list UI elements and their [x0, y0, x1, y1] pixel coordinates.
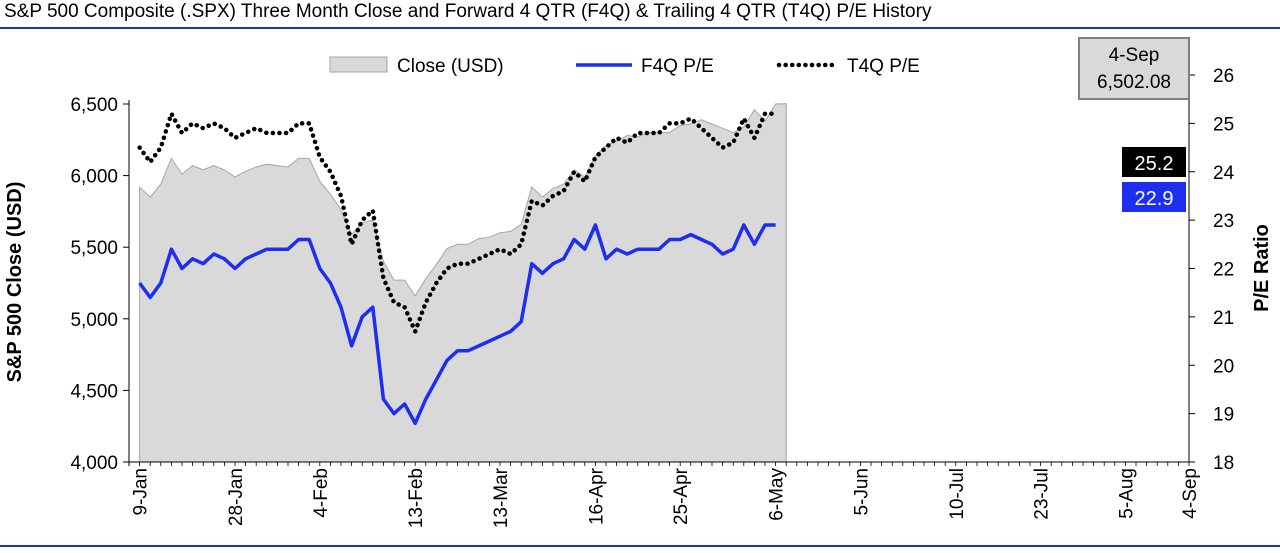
close-callout: 4-Sep 6,502.08 [1078, 37, 1190, 100]
f4q-badge: 22.9 [1122, 182, 1186, 212]
y-right-tick-label: 26 [1213, 66, 1234, 87]
y-left-tick-label: 4,000 [70, 453, 118, 474]
y-right-tick-label: 22 [1213, 260, 1234, 281]
f4q-line [138, 223, 776, 426]
x-tick-label: 4-Feb [311, 468, 332, 518]
y-left-tick-label: 5,500 [70, 238, 118, 259]
y-right-tick-label: 21 [1213, 308, 1234, 329]
y-right-tick-label: 23 [1213, 211, 1234, 232]
x-tick-label: 13-Mar [491, 467, 512, 528]
close-area [139, 103, 787, 463]
bottom-rule [0, 545, 1280, 547]
legend-close-swatch [329, 56, 388, 73]
x-tick-label: 28-Jan [226, 468, 247, 526]
y-right-tick-label: 24 [1213, 163, 1235, 184]
x-tick-label: 9-Jan [131, 468, 152, 516]
x-tick-label: 16-Apr [586, 467, 607, 525]
t4q-badge-value: 25.2 [1135, 153, 1174, 175]
x-tick-label: 4-Sep [1180, 468, 1201, 519]
y-right-tick-label: 19 [1213, 405, 1234, 426]
x-tick-label: 10-Jul [947, 468, 968, 520]
close-area-layer [139, 103, 787, 463]
y-axis-left-title: S&P 500 Close (USD) [4, 182, 26, 383]
y-left-tick-label: 4,500 [70, 381, 118, 402]
x-tick-label: 5-Aug [1116, 468, 1137, 519]
y-left-tick-label: 6,000 [70, 167, 118, 188]
x-tick-label: 25-Apr [671, 467, 692, 525]
y-right-tick-label: 25 [1213, 114, 1234, 135]
legend-close-label: Close (USD) [397, 56, 504, 77]
y-left-tick-label: 6,500 [70, 95, 118, 116]
t4q-badge: 25.2 [1122, 147, 1186, 177]
legend: Close (USD) F4Q P/E T4Q P/E [329, 56, 920, 77]
x-tick-label: 23-Jul [1032, 468, 1053, 520]
callout-date: 4-Sep [1109, 45, 1160, 66]
y-right-tick-label: 20 [1213, 356, 1234, 377]
page-title: S&P 500 Composite (.SPX) Three Month Clo… [4, 1, 932, 22]
callout-value: 6,502.08 [1097, 72, 1171, 93]
y-left-tick-label: 5,000 [70, 310, 118, 331]
t4q-badge-box [1122, 147, 1186, 177]
top-rule [0, 27, 1280, 29]
callout-box [1078, 37, 1190, 100]
f4q-badge-box [1122, 182, 1186, 212]
legend-f4q-label: F4Q P/E [641, 56, 714, 77]
legend-t4q-label: T4Q P/E [847, 56, 920, 77]
axes-layer: 4,000 4,500 5,000 5,500 6,000 6,500 18 19 20 21 22… [70, 66, 1234, 528]
y-axis-right-title: P/E Ratio [1251, 224, 1273, 312]
f4q-badge-value: 22.9 [1135, 188, 1174, 210]
x-tick-label: 5-Jun [851, 468, 872, 516]
x-tick-label: 6-May [767, 468, 788, 521]
x-tick-label: 13-Feb [406, 468, 427, 528]
y-right-tick-label: 18 [1213, 453, 1234, 474]
pe-lines-layer [137, 107, 778, 426]
t4q-line [137, 107, 778, 338]
